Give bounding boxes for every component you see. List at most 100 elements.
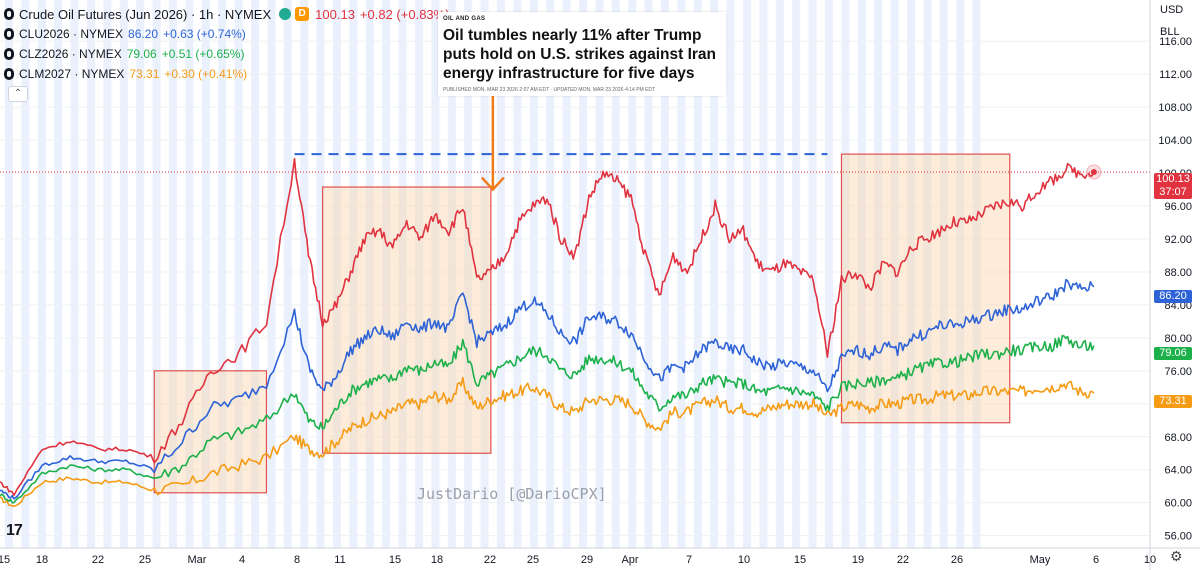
currency-label[interactable]: USD (1160, 4, 1184, 16)
legend-main-last: 100.13 (315, 6, 355, 22)
highlight-box (321, 186, 492, 454)
session-band (37, 0, 46, 548)
grid-lines (0, 40, 1150, 537)
x-tick-label: 22 (484, 554, 496, 566)
x-tick-label: 18 (36, 554, 48, 566)
series-line (0, 376, 1095, 508)
x-tick-label: 4 (239, 554, 245, 566)
price-tag-clz2026: 79.06 (1154, 347, 1192, 360)
legend-item-symbol: CLM2027 · NYMEX (19, 67, 125, 81)
x-tick-label: 10 (738, 554, 750, 566)
session-band (562, 0, 571, 548)
symbol-icon (4, 48, 14, 60)
y-tick-label: 92.00 (1164, 234, 1192, 246)
watermark: JustDario [@DarioCPX] (417, 485, 607, 503)
y-tick-label: 56.00 (1164, 531, 1192, 543)
session-band (726, 0, 735, 548)
x-tick-label: May (1030, 554, 1051, 566)
x-tick-label: 25 (139, 554, 151, 566)
y-tick-label: 88.00 (1164, 267, 1192, 279)
x-tick-label: 26 (951, 554, 963, 566)
news-screenshot: OIL AND GAS Oil tumbles nearly 11% after… (438, 12, 726, 96)
x-tick-label: 22 (92, 554, 104, 566)
y-tick-label: 116.00 (1159, 36, 1192, 48)
series-line (0, 157, 1095, 497)
session-band (792, 0, 801, 548)
session-band (497, 0, 505, 548)
series-lines (0, 157, 1095, 508)
market-status-icon (279, 8, 292, 20)
session-band (382, 0, 391, 548)
x-tick-label: 29 (581, 554, 593, 566)
news-headline: Oil tumbles nearly 11% after Trump puts … (443, 27, 717, 82)
legend-collapse-icon[interactable]: ⌃ (8, 86, 28, 102)
session-band (185, 0, 194, 548)
news-meta: PUBLISHED MON, MAR 23 2026·2:07 AM EDT ·… (443, 87, 656, 93)
session-band (759, 0, 768, 548)
x-tick-label: 15 (794, 554, 806, 566)
session-band (579, 0, 587, 548)
x-tick-label: 19 (852, 554, 864, 566)
session-band (677, 0, 686, 548)
session-band (595, 0, 604, 548)
session-band (644, 0, 653, 548)
session-band (529, 0, 538, 548)
session-band (464, 0, 473, 548)
y-tick-label: 68.00 (1164, 432, 1192, 444)
x-tick-label: 10 (1144, 554, 1156, 566)
session-band (939, 0, 948, 548)
session-band (415, 0, 423, 548)
y-tick-label: 104.00 (1158, 135, 1192, 147)
legend-item-symbol: CLU2026 · NYMEX (19, 27, 124, 41)
session-band (169, 0, 177, 548)
legend-item-change: +0.51 (+0.65%) (161, 47, 245, 61)
x-tick-label: 25 (527, 554, 539, 566)
session-band (333, 0, 341, 548)
session-band (54, 0, 63, 548)
x-tick-label: Mar (188, 554, 207, 566)
price-tag-clm2027: 73.31 (1154, 395, 1192, 408)
legend-item-change: +0.63 (+0.74%) (163, 27, 246, 41)
y-tick-label: 64.00 (1164, 465, 1192, 477)
y-tick-label: 96.00 (1164, 201, 1192, 213)
delayed-badge: D (295, 7, 310, 21)
session-band (693, 0, 702, 548)
legend-row-main[interactable]: Crude Oil Futures (Jun 2026) · 1h · NYME… (4, 4, 450, 24)
series-line (0, 334, 1095, 504)
legend-item-change: +0.30 (+0.41%) (164, 67, 248, 81)
session-band (136, 0, 145, 548)
session-band (316, 0, 325, 548)
y-tick-label: 76.00 (1164, 366, 1192, 378)
legend-row-clu2026[interactable]: CLU2026 · NYMEX 86.20 +0.63 (+0.74%) (4, 24, 450, 44)
y-tick-label: 60.00 (1164, 498, 1192, 510)
legend-row-clm2027[interactable]: CLM2027 · NYMEX 73.31 +0.30 (+0.41%) (4, 64, 450, 84)
tradingview-logo: 17 (6, 522, 23, 539)
session-band (300, 0, 309, 548)
session-band (251, 0, 259, 548)
symbol-icon (4, 68, 14, 80)
x-tick-label: 15 (0, 554, 10, 566)
session-band (152, 0, 161, 548)
legend-item-last: 79.06 (126, 47, 157, 61)
unit-label[interactable]: BLL (1160, 26, 1180, 38)
session-band (808, 0, 817, 548)
session-band (661, 0, 669, 548)
price-tag-clu2026: 86.20 (1154, 290, 1192, 303)
session-band (546, 0, 555, 548)
session-band (234, 0, 243, 548)
session-band (365, 0, 374, 548)
session-band (611, 0, 620, 548)
session-band (907, 0, 915, 548)
legend-row-clz2026[interactable]: CLZ2026 · NYMEX 79.06 +0.51 (+0.65%) (4, 44, 450, 64)
x-tick-label: 11 (334, 554, 345, 566)
y-tick-label: 108.00 (1158, 102, 1192, 114)
x-tick-label: 8 (294, 554, 300, 566)
session-band (103, 0, 112, 548)
settings-gear-icon[interactable]: ⚙ (1170, 548, 1183, 564)
session-band (874, 0, 883, 548)
series-line (0, 278, 1095, 500)
session-band (447, 0, 456, 548)
session-band (283, 0, 292, 548)
x-tick-label: 15 (389, 554, 401, 566)
